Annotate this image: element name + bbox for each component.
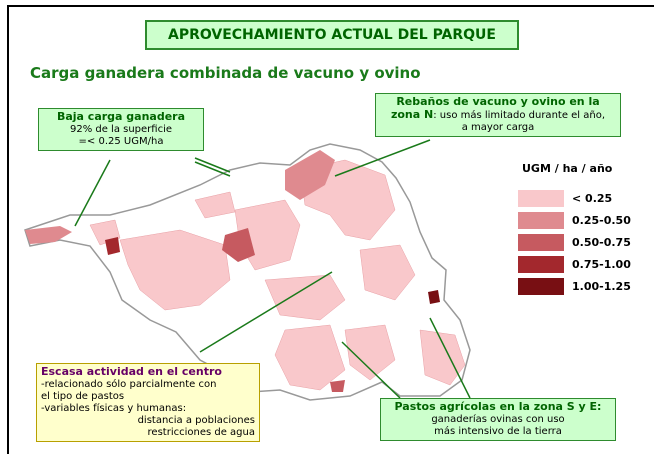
- callout-heading: Baja carga ganadera: [56, 110, 186, 123]
- callout-text: -variables físicas y humanas:: [41, 403, 187, 414]
- callout-text: =< 0.25 UGM/ha: [78, 136, 164, 147]
- legend-label: 0.50-0.75: [572, 236, 631, 249]
- legend-swatch: [518, 234, 564, 251]
- callout-heading: Escasa actividad en el centro: [41, 365, 222, 378]
- callout: Escasa actividad en el centro -relaciona…: [36, 363, 260, 442]
- callout-text: distancia a poblaciones: [137, 415, 255, 426]
- callout-heading: Pastos agrícolas en la zona S y E:: [394, 400, 602, 413]
- callout-text: más intensivo de la tierra: [434, 426, 562, 437]
- legend-swatch: [518, 278, 564, 295]
- higher-load-areas: [25, 150, 440, 392]
- legend-label: < 0.25: [572, 192, 613, 205]
- callout-text: restricciones de agua: [147, 427, 255, 438]
- legend-label: 0.25-0.50: [572, 214, 631, 227]
- callout: Rebaños de vacuno y ovino en la zona N: …: [375, 93, 621, 137]
- subtitle: Carga ganadera combinada de vacuno y ovi…: [30, 64, 421, 82]
- callout-text: el tipo de pastos: [41, 391, 125, 402]
- legend-swatch: [518, 190, 564, 207]
- frame: [7, 5, 654, 454]
- callout-text: : uso más limitado durante el año,: [433, 110, 606, 121]
- arrows: [74, 139, 471, 399]
- callout: Pastos agrícolas en la zona S y E: ganad…: [380, 398, 616, 441]
- callout-text: ganaderías ovinas con uso: [431, 414, 565, 425]
- legend-swatch: [518, 256, 564, 273]
- legend-title: UGM / ha / año: [522, 162, 613, 175]
- callout-text: 92% de la superficie: [69, 124, 173, 135]
- callout: Baja carga ganadera 92% de la superficie…: [38, 108, 204, 151]
- low-load-areas: [89, 159, 466, 391]
- callout-heading: zona N: [390, 108, 434, 121]
- callout-text: -relacionado sólo parcialmente con: [41, 379, 217, 390]
- callout-heading: Rebaños de vacuno y ovino en la: [396, 95, 600, 108]
- legend-label: 0.75-1.00: [572, 258, 631, 271]
- title: APROVECHAMIENTO ACTUAL DEL PARQUE: [145, 20, 519, 50]
- legend-label: 1.00-1.25: [572, 280, 631, 293]
- legend-swatch: [518, 212, 564, 229]
- callout-text: a mayor carga: [461, 122, 535, 133]
